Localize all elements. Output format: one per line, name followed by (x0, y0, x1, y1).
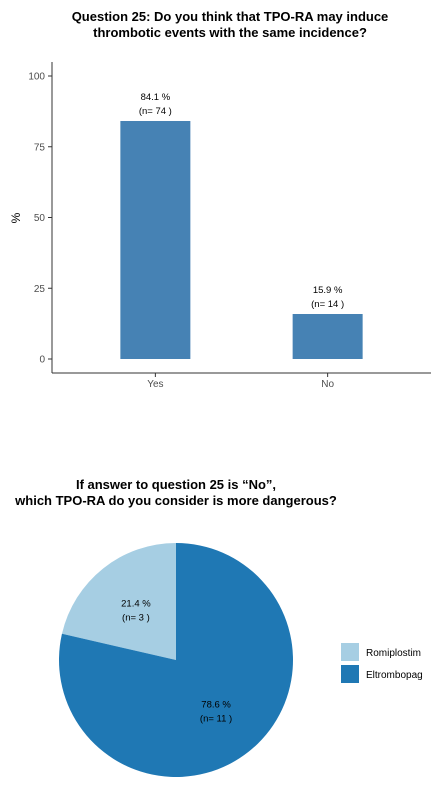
pie-slice (61, 543, 176, 660)
bar-value-label: 15.9 % (313, 285, 343, 296)
bar-count-label: (n= 74 ) (139, 106, 172, 117)
pie-chart-title-line-2: which TPO-RA do you consider is more dan… (14, 493, 337, 508)
legend-swatch (341, 665, 359, 683)
x-tick-label: Yes (147, 379, 163, 390)
legend-label: Romiplostim (366, 648, 421, 659)
pie-count-label: (n= 3 ) (122, 613, 150, 624)
legend-label: Eltrombopag (366, 670, 423, 681)
bar-count-label: (n= 14 ) (311, 299, 344, 310)
pie-chart-title-line-1: If answer to question 25 is “No”, (76, 477, 276, 492)
y-tick-label: 50 (34, 213, 46, 224)
y-axis-label: % (9, 212, 23, 223)
y-tick-label: 0 (39, 355, 45, 366)
bar (120, 120, 191, 359)
bars: 84.1 % (n= 74 ) 15.9 % (n= 14 ) (120, 92, 363, 359)
legend: Romiplostim Eltrombopag (341, 643, 423, 683)
pie-slice (59, 543, 293, 777)
y-tick-label: 100 (28, 72, 45, 83)
bar (292, 314, 363, 359)
y-ticks: 0 25 50 75 100 (28, 72, 52, 366)
bar-chart-title-line-1: Question 25: Do you think that TPO-RA ma… (72, 9, 389, 24)
x-tick-label: No (321, 379, 334, 390)
pie-value-label: 78.6 % (201, 699, 231, 710)
bar-chart-title-line-2: thrombotic events with the same incidenc… (93, 25, 367, 40)
legend-swatch (341, 643, 359, 661)
y-tick-label: 25 (34, 284, 46, 295)
x-ticks: Yes No (147, 373, 334, 390)
pie-count-label: (n= 11 ) (200, 713, 232, 724)
y-tick-label: 75 (34, 142, 46, 153)
pie-slices (59, 543, 293, 777)
pie-chart: If answer to question 25 is “No”, which … (14, 477, 423, 777)
bar-value-label: 84.1 % (141, 92, 171, 103)
bar-chart: Question 25: Do you think that TPO-RA ma… (9, 9, 431, 390)
pie-value-label: 21.4 % (121, 599, 151, 610)
pie-labels: 21.4 % (n= 3 ) 78.6 % (n= 11 ) (121, 599, 232, 725)
